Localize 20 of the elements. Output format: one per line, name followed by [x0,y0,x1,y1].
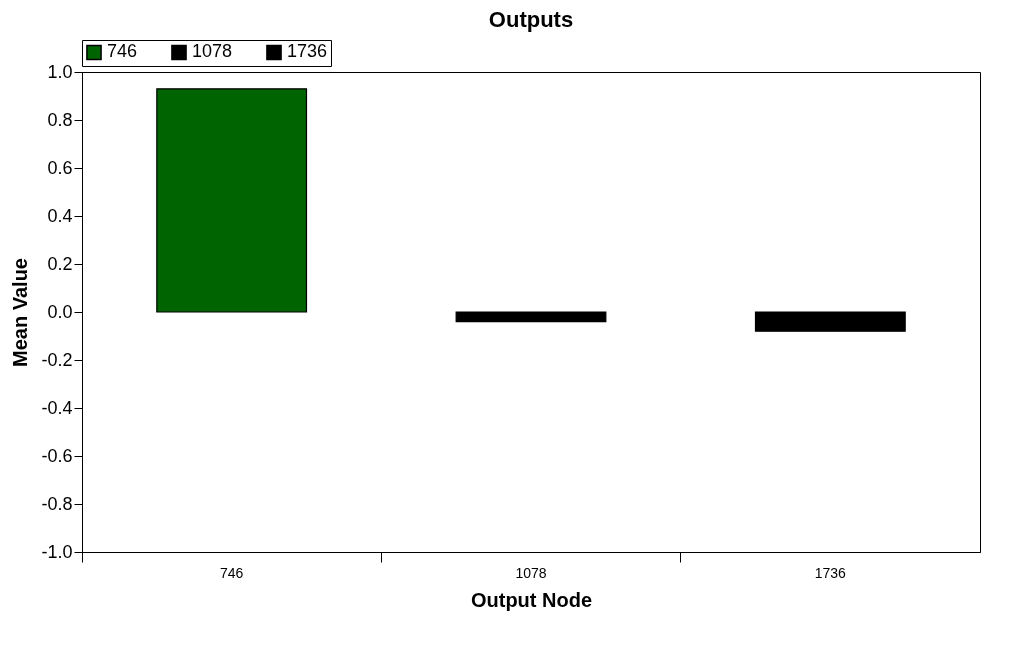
y-tick-label: 0.8 [47,109,73,130]
y-tick-label: 0.2 [47,253,73,274]
y-axis-title: Mean Value [9,258,32,367]
y-tick-label: -0.4 [41,397,73,418]
y-tick-label: -0.8 [41,493,73,514]
x-axis-title: Output Node [470,588,593,611]
legend-label: 746 [107,41,138,62]
y-tick-label: -0.2 [41,349,73,370]
chart-title: Outputs [488,6,574,32]
y-tick-label: -0.6 [41,445,73,466]
y-tick-label: -1.0 [41,541,73,562]
y-tick-label: 0.4 [47,205,73,226]
y-tick-label: 0.6 [47,157,73,178]
y-tick-label: 0.0 [47,301,73,322]
legend-label: 1078 [192,41,233,62]
legend-label: 1736 [287,41,328,62]
y-tick-label: 1.0 [47,61,73,82]
x-tick-label: 1078 [515,564,547,581]
x-tick-label: 746 [219,564,244,581]
x-tick-label: 1736 [814,564,847,581]
